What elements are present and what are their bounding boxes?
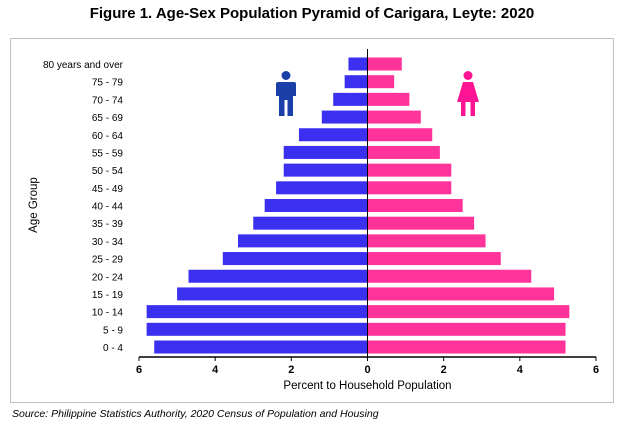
x-tick-label: 4 <box>517 364 524 376</box>
age-group-label: 0 - 4 <box>103 343 123 354</box>
female-bar <box>367 92 410 106</box>
female-bar <box>367 145 440 159</box>
male-bar <box>154 340 368 354</box>
population-pyramid-chart: 0 - 4 5 - 9 10 - 14 15 - 19 20 - 24 25 - 29 30… <box>28 49 599 392</box>
age-group-label: 15 - 19 <box>92 290 124 301</box>
age-group-label: 75 - 79 <box>92 78 124 89</box>
x-axis-title: Percent to Household Population <box>283 380 451 392</box>
female-bar <box>367 340 566 354</box>
male-bar <box>348 57 368 71</box>
chart-frame: 0 - 4 5 - 9 10 - 14 15 - 19 20 - 24 25 - 29 30… <box>10 38 614 403</box>
male-bar <box>264 199 368 212</box>
female-bar <box>367 110 421 124</box>
female-bar <box>367 128 433 142</box>
female-bar <box>367 322 566 336</box>
male-bar <box>222 252 368 266</box>
source-note: Source: Philippine Statistics Authority,… <box>12 408 379 420</box>
age-group-label: 30 - 34 <box>92 237 124 248</box>
x-tick-label: 6 <box>136 364 142 376</box>
male-bar <box>276 181 368 195</box>
male-bar <box>238 234 368 248</box>
age-group-label: 80 years and over <box>43 60 124 71</box>
age-group-label: 25 - 29 <box>92 255 124 266</box>
male-bar <box>298 128 368 142</box>
female-bar <box>367 163 452 177</box>
age-group-label: 5 - 9 <box>103 325 123 336</box>
female-bar <box>367 305 570 319</box>
chart-title: Figure 1. Age-Sex Population Pyramid of … <box>89 5 535 22</box>
age-group-label: 10 - 14 <box>92 308 124 319</box>
age-group-label: 60 - 64 <box>92 131 124 142</box>
x-tick-label: 0 <box>364 364 370 376</box>
male-bar <box>146 322 368 336</box>
female-bar <box>367 199 463 212</box>
female-bar <box>367 216 475 230</box>
female-icon <box>456 71 480 122</box>
male-bar <box>177 287 368 301</box>
male-icon <box>275 71 297 122</box>
female-bar <box>367 269 532 283</box>
x-tick-label: 2 <box>288 364 294 376</box>
x-tick-label: 2 <box>441 364 447 376</box>
male-bar <box>188 269 368 283</box>
x-tick-label: 4 <box>212 364 219 376</box>
male-bar <box>253 216 368 230</box>
y-axis-title: Age Group <box>28 177 40 233</box>
male-bar <box>333 92 368 106</box>
female-bar <box>367 57 402 71</box>
female-bar <box>367 75 395 89</box>
age-group-label: 50 - 54 <box>92 166 124 177</box>
age-group-label: 20 - 24 <box>92 272 124 283</box>
male-bar <box>146 305 368 319</box>
age-group-label: 35 - 39 <box>92 219 124 230</box>
age-group-label: 70 - 74 <box>92 95 124 106</box>
female-bar <box>367 287 555 301</box>
age-group-label: 65 - 69 <box>92 113 124 124</box>
female-bar <box>367 252 501 266</box>
female-bar <box>367 181 452 195</box>
male-bar <box>321 110 368 124</box>
x-tick-label: 6 <box>593 364 599 376</box>
male-bar <box>344 75 368 89</box>
age-group-label: 40 - 44 <box>92 202 124 213</box>
male-bar <box>283 163 368 177</box>
age-group-label: 55 - 59 <box>92 148 124 159</box>
age-group-label: 45 - 49 <box>92 184 124 195</box>
female-bar <box>367 234 486 248</box>
male-bar <box>283 145 368 159</box>
